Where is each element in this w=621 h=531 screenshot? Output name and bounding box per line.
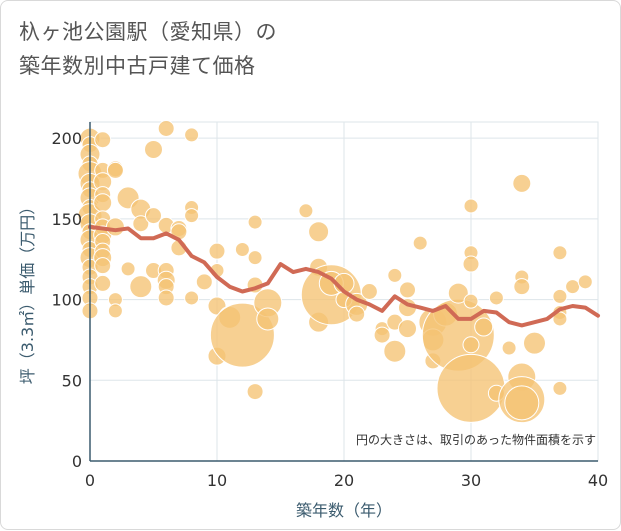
x-tick-label: 30 [461, 471, 481, 490]
y-tick-label: 50 [62, 371, 82, 390]
size-note: 円の大きさは、取引のあった物件面積を示す [356, 432, 596, 447]
bubble-point [145, 207, 162, 225]
average-price-line [88, 224, 600, 328]
x-tick-label: 40 [588, 471, 608, 490]
bubble-point [120, 261, 136, 277]
bubble-point [129, 275, 153, 299]
axes: 0 10 20 30 40 0 50 100 150 200 [51, 122, 608, 490]
average-line [88, 224, 600, 328]
bubble-point [488, 290, 504, 306]
bubble-point [462, 336, 480, 354]
bubble-point [348, 305, 366, 323]
bubble-point [247, 250, 263, 266]
bubble-point [107, 303, 123, 319]
bubble-point [373, 326, 391, 344]
bubble-point [144, 139, 163, 159]
bubble-point [157, 289, 175, 307]
bubble-point [184, 208, 200, 224]
bubble-point [360, 283, 378, 300]
bubble-point [552, 380, 568, 396]
x-tick-label: 0 [85, 471, 95, 490]
x-tick-label: 10 [207, 471, 227, 490]
bubble-point [399, 281, 416, 299]
y-tick-label: 200 [51, 129, 82, 148]
chart-title: 杁ヶ池公園駅（愛知県）の 築年数別中古戸建て価格 [19, 20, 277, 78]
y-tick-label: 100 [51, 291, 82, 310]
bubble-point [552, 288, 568, 304]
bubble-point [184, 127, 200, 143]
bubble-point [513, 278, 531, 296]
y-axis-title: 坪（3.3㎡）単価（万円） [18, 199, 37, 384]
bubble-point [105, 217, 125, 237]
bubble-point [184, 290, 200, 306]
bubble-point [247, 214, 263, 230]
bubble-point [256, 307, 280, 331]
y-tick-label: 150 [51, 210, 82, 229]
bubble-point [94, 131, 112, 149]
bubble-point [462, 255, 480, 273]
bubble-point [93, 193, 113, 213]
bubble-point [447, 282, 469, 304]
bubble-point [552, 311, 568, 327]
y-tick-label: 0 [72, 452, 82, 471]
bubble-point [501, 340, 517, 356]
x-axis-title: 築年数（年） [296, 501, 392, 520]
bubble-series [77, 119, 593, 424]
bubble-point [234, 242, 250, 258]
bubble-point [474, 317, 494, 337]
bubble-point [512, 173, 532, 193]
bubble-point [298, 203, 314, 219]
bubble-point [208, 242, 226, 260]
bubble-point [523, 331, 546, 355]
bubble-point [308, 221, 330, 243]
bubble-point [94, 257, 112, 275]
bubble-point [132, 215, 150, 233]
bubble-point [94, 274, 112, 292]
bubble-point [195, 273, 213, 291]
bubble-point [106, 161, 124, 179]
bubble-point [565, 279, 581, 295]
bubble-point [398, 319, 417, 339]
bubble-point [157, 119, 175, 137]
bubble-point [463, 293, 479, 309]
bubble-point [383, 339, 407, 363]
bubble-point [577, 274, 593, 290]
bubble-point [246, 383, 264, 401]
bubble-point [463, 198, 479, 214]
bubble-point [412, 235, 428, 251]
bubble-point [387, 267, 403, 283]
bubble-point [504, 385, 540, 421]
bubble-point [552, 245, 568, 261]
x-tick-label: 20 [334, 471, 354, 490]
